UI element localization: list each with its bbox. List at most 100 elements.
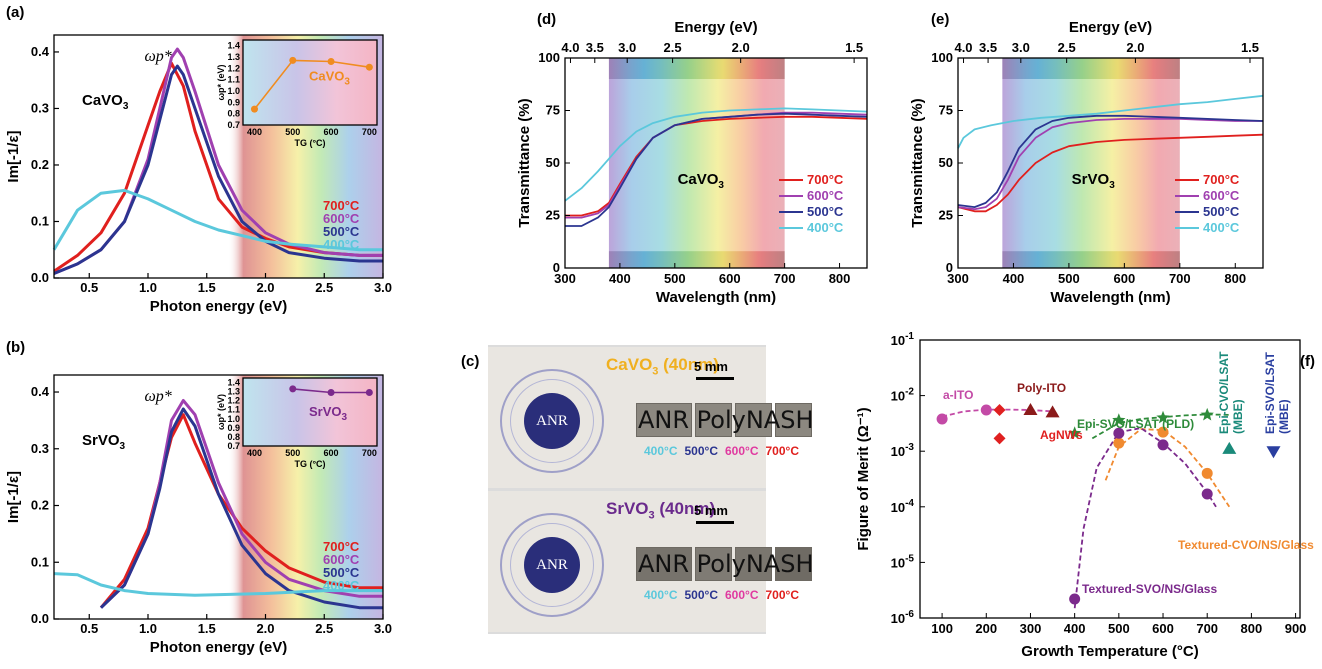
panel-label-f: (f) — [1300, 353, 1315, 370]
inset-x-tick-label: 500 — [285, 127, 300, 137]
photo-temp-label: 600°C — [725, 444, 759, 458]
y-tick-label: 0 — [946, 260, 953, 275]
data-point — [1045, 405, 1060, 418]
x-tick-label: 2.0 — [256, 621, 274, 636]
peak-label: ωp* — [144, 48, 171, 65]
x2-axis-label: Energy (eV) — [674, 19, 757, 36]
legend-700°C: 700°C — [807, 172, 844, 187]
legend-600°C: 600°C — [323, 211, 360, 226]
inset-point — [365, 63, 373, 71]
series-line-500°C — [565, 112, 868, 227]
x-tick-label: 200 — [975, 621, 997, 636]
data-point — [993, 432, 1006, 445]
x-tick-label: 2.0 — [256, 280, 274, 295]
y-tick-label: 0.3 — [31, 100, 49, 115]
sample-photo: CaVO3 (40nm) 5 mm ANR ANR PolyNASH 400°C… — [488, 345, 814, 634]
band-bottom-strip — [1002, 251, 1180, 268]
inset-x-tick-label: 600 — [324, 448, 339, 458]
photo-temp-label: 500°C — [684, 588, 719, 602]
series-label: (MBE) — [1277, 399, 1291, 434]
chart-a-eels: 0.5 1.0 1.5 2.0 2.5 3.0 0.0 0.1 0.2 0.3 0.4 Photon … — [5, 34, 392, 315]
x-tick-label: 3.0 — [374, 621, 392, 636]
photo-svo-scale-bar — [696, 521, 734, 524]
data-point — [1068, 426, 1082, 439]
inset-line — [253, 59, 370, 110]
y-tick-label: 50 — [546, 155, 560, 170]
x2-tick-label: 3.0 — [1012, 40, 1030, 55]
inset-x-label: TG (°C) — [294, 138, 325, 148]
data-point — [1069, 593, 1081, 605]
data-point — [1113, 427, 1125, 439]
inset-y-tick-label: 0.7 — [227, 441, 240, 451]
y-tick-label: 0.0 — [31, 270, 49, 285]
legend-500°C: 500°C — [323, 565, 360, 580]
inset-point — [327, 389, 335, 397]
photo-cvo-panel: CaVO3 (40nm) 5 mm ANR ANR PolyNASH 400°C… — [488, 347, 814, 488]
x-tick-label: 300 — [1020, 621, 1042, 636]
x-tick-label: 800 — [829, 271, 851, 286]
photo-svo-scale-label: 5 mm — [694, 503, 728, 518]
x2-tick-label: 2.5 — [664, 40, 682, 55]
x-tick-label: 700 — [1196, 621, 1218, 636]
data-point — [980, 404, 992, 416]
series-line-700°C — [957, 133, 1264, 213]
inset-y-tick-label: 1.2 — [227, 63, 240, 73]
x2-tick-label: 4.0 — [954, 40, 972, 55]
y-tick-label: 0.0 — [31, 611, 49, 626]
cvo-film-samples — [636, 403, 812, 437]
legend-500°C: 500°C — [323, 224, 360, 239]
x-tick-label: 1.0 — [139, 621, 157, 636]
legend-500°C: 500°C — [807, 204, 844, 219]
anr-stamp-svo: ANR — [500, 513, 604, 617]
series-label: Epi-CVO/LSAT — [1217, 351, 1231, 434]
panel-label-c: (c) — [461, 353, 479, 370]
photo-cvo-title: CaVO3 (40nm) — [606, 355, 719, 378]
x-tick-label: 500 — [1108, 621, 1130, 636]
series-label: AgNWs — [1040, 428, 1083, 442]
y-tick-label: 75 — [939, 103, 953, 118]
plot-frame — [53, 34, 384, 279]
x-axis-label: Photon energy (eV) — [150, 639, 288, 656]
inset-y-tick-label: 1.1 — [227, 75, 240, 85]
x-tick-label: 100 — [931, 621, 953, 636]
legend-500°C: 500°C — [1203, 204, 1240, 219]
inset-y-tick-label: 0.9 — [227, 97, 240, 107]
x2-tick-label: 4.0 — [561, 40, 579, 55]
x-tick-label: 900 — [1285, 621, 1307, 636]
x-tick-label: 600 — [719, 271, 741, 286]
label: SrVO3 — [309, 404, 348, 423]
series-line-500°C — [53, 64, 383, 275]
legend-700°C: 700°C — [323, 539, 360, 554]
legend-400°C: 400°C — [807, 220, 844, 235]
x-axis-label: Growth Temperature (°C) — [1021, 643, 1198, 660]
x-axis-label: Wavelength (nm) — [1050, 289, 1170, 306]
y-tick-label: 0.1 — [31, 554, 49, 569]
inset-y-tick-label: 1.4 — [227, 378, 240, 388]
panel-label-a: (a) — [6, 4, 24, 21]
inset-point — [289, 385, 297, 393]
visible-spectrum-band — [608, 58, 785, 268]
data-point — [1156, 410, 1170, 424]
data-point — [1113, 437, 1125, 449]
legend-400°C: 400°C — [323, 578, 360, 593]
photo-svo-title: SrVO3 (40nm) — [606, 499, 716, 522]
x2-tick-label: 3.0 — [618, 40, 636, 55]
x-tick-label: 500 — [1058, 271, 1080, 286]
x2-tick-label: 2.0 — [732, 40, 750, 55]
y-tick-label: 25 — [939, 208, 953, 223]
x2-tick-label: 2.5 — [1058, 40, 1076, 55]
photo-temp-label: 500°C — [684, 444, 719, 458]
inset-point — [289, 56, 297, 64]
label: SrVO3 — [82, 432, 126, 452]
x-tick-label: 700 — [774, 271, 796, 286]
y-tick-label: 0.2 — [31, 498, 49, 513]
x-tick-label: 300 — [947, 271, 969, 286]
y-tick-label: 50 — [939, 155, 953, 170]
x-axis-label: Photon energy (eV) — [150, 298, 288, 315]
inset-y-tick-label: 0.8 — [227, 109, 240, 119]
data-point — [1112, 413, 1126, 426]
inset-x-tick-label: 400 — [247, 448, 262, 458]
series-line-400°C — [957, 94, 1264, 149]
series-line-500°C — [957, 114, 1264, 208]
photo-temp-label: 400°C — [644, 588, 678, 602]
